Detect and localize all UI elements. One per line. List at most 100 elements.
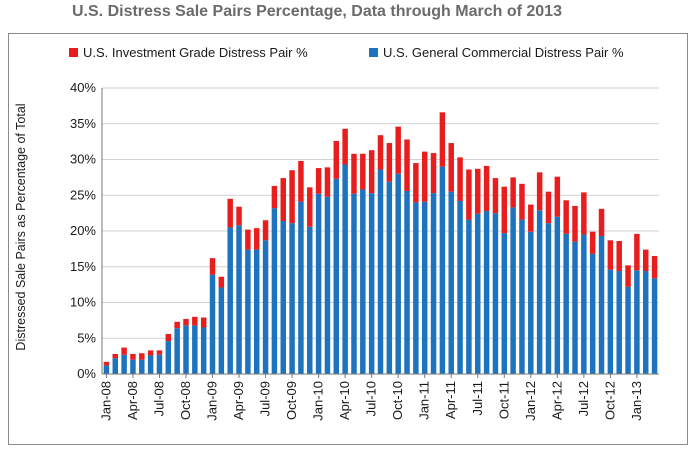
bar-investment-grade	[598, 208, 605, 237]
bar-investment-grade	[501, 186, 508, 234]
bar-investment-grade	[333, 140, 340, 179]
x-tick-label: Apr-08	[125, 381, 140, 420]
bar-investment-grade	[554, 176, 561, 217]
bar-investment-grade	[112, 353, 119, 359]
bar-investment-grade	[262, 220, 269, 241]
bar-general-commercial	[324, 196, 331, 374]
bar-general-commercial	[236, 225, 242, 374]
bar-general-commercial	[501, 233, 508, 374]
bar-investment-grade	[165, 333, 172, 342]
x-tick-label: Jul-08	[151, 381, 166, 416]
bar-general-commercial	[307, 226, 313, 374]
bar-general-commercial	[634, 270, 640, 374]
legend-swatch	[369, 48, 378, 57]
y-axis-label: Distressed Sale Pairs as Percentage of T…	[14, 103, 28, 350]
bar-investment-grade	[457, 157, 463, 201]
bar-general-commercial	[457, 200, 463, 374]
bar-investment-grade	[421, 151, 428, 202]
bar-investment-grade	[607, 240, 614, 270]
bar-series	[103, 112, 658, 374]
bar-general-commercial	[192, 325, 198, 374]
bar-general-commercial	[554, 216, 561, 374]
bar-investment-grade	[651, 256, 658, 279]
bar-investment-grade	[377, 135, 384, 170]
bar-investment-grade	[147, 350, 154, 356]
bar-general-commercial	[156, 354, 163, 374]
bar-general-commercial	[342, 164, 348, 374]
chart-title: U.S. Distress Sale Pairs Percentage, Dat…	[72, 3, 562, 20]
bar-investment-grade	[130, 353, 136, 360]
y-tick-label: 35%	[70, 116, 96, 131]
bar-general-commercial	[466, 219, 472, 374]
x-tick-label: Jul-12	[576, 381, 591, 416]
bar-general-commercial	[386, 181, 393, 374]
bar-general-commercial	[413, 202, 419, 374]
y-tick-label: 10%	[70, 295, 96, 310]
bar-investment-grade	[253, 228, 260, 250]
x-tick-label: Jan-10	[311, 381, 326, 421]
bar-investment-grade	[324, 167, 331, 197]
x-tick-label: Apr-11	[443, 381, 458, 419]
bar-general-commercial	[563, 233, 569, 374]
bar-investment-grade	[156, 350, 163, 355]
x-tick-label: Jan-12	[523, 381, 538, 421]
bar-general-commercial	[245, 249, 251, 374]
bar-investment-grade	[430, 153, 437, 194]
x-tick-label: Jan-11	[417, 381, 432, 420]
x-tick-label: Apr-10	[337, 381, 352, 420]
bar-general-commercial	[147, 355, 154, 374]
bar-investment-grade	[589, 231, 596, 254]
bar-investment-grade	[227, 198, 233, 228]
bar-general-commercial	[139, 359, 145, 374]
x-tick-label: Jul-09	[258, 381, 273, 416]
bar-general-commercial	[165, 341, 172, 374]
bar-investment-grade	[218, 276, 225, 288]
bar-investment-grade	[563, 200, 569, 234]
legend-label: U.S. Investment Grade Distress Pair %	[83, 45, 308, 60]
x-tick-label: Jul-11	[470, 381, 485, 415]
y-tick-label: 30%	[70, 152, 96, 167]
bar-general-commercial	[103, 365, 110, 374]
bar-investment-grade	[192, 316, 198, 326]
bar-investment-grade	[448, 143, 454, 192]
bar-investment-grade	[492, 178, 499, 214]
y-tick-labels: 0% 5% 10% 15% 20% 25% 30% 35% 40%	[70, 80, 96, 381]
bar-investment-grade	[183, 318, 189, 326]
bar-general-commercial	[121, 354, 127, 374]
bar-investment-grade	[545, 191, 552, 224]
bar-general-commercial	[598, 236, 605, 374]
bar-investment-grade	[519, 183, 525, 220]
bar-general-commercial	[430, 193, 437, 374]
legend-label: U.S. General Commercial Distress Pair %	[383, 45, 624, 60]
bar-investment-grade	[200, 317, 207, 328]
x-tick-labels: Jan-08 Apr-08 Jul-08 Oct-08 Jan-09 Apr-09 Jul-…	[98, 374, 644, 421]
bar-investment-grade	[616, 241, 622, 272]
bar-investment-grade	[298, 160, 304, 202]
bar-investment-grade	[245, 229, 251, 250]
bar-general-commercial	[351, 193, 357, 374]
bar-investment-grade	[351, 153, 357, 194]
bar-investment-grade	[642, 249, 649, 272]
y-tick-label: 5%	[77, 330, 96, 345]
bar-general-commercial	[209, 274, 216, 374]
bar-general-commercial	[174, 328, 180, 374]
y-tick-label: 20%	[70, 223, 96, 238]
bar-investment-grade	[342, 128, 348, 165]
bar-investment-grade	[439, 112, 446, 167]
bar-investment-grade	[386, 143, 393, 182]
bar-investment-grade	[103, 361, 110, 366]
bar-general-commercial	[395, 173, 401, 374]
bar-investment-grade	[634, 233, 640, 271]
bar-general-commercial	[333, 178, 340, 374]
x-tick-label: Oct-08	[178, 381, 193, 420]
bar-general-commercial	[439, 166, 446, 374]
bar-investment-grade	[307, 187, 313, 227]
bar-general-commercial	[483, 210, 490, 374]
bar-investment-grade	[536, 172, 543, 211]
bar-general-commercial	[607, 269, 614, 374]
bar-general-commercial	[289, 223, 295, 374]
chart-svg: 0% 5% 10% 15% 20% 25% 30% 35% 40% Jan-08 Apr-08 Ju…	[14, 45, 659, 421]
legend-swatch	[69, 48, 78, 57]
bar-general-commercial	[298, 201, 304, 374]
bar-investment-grade	[236, 206, 242, 226]
